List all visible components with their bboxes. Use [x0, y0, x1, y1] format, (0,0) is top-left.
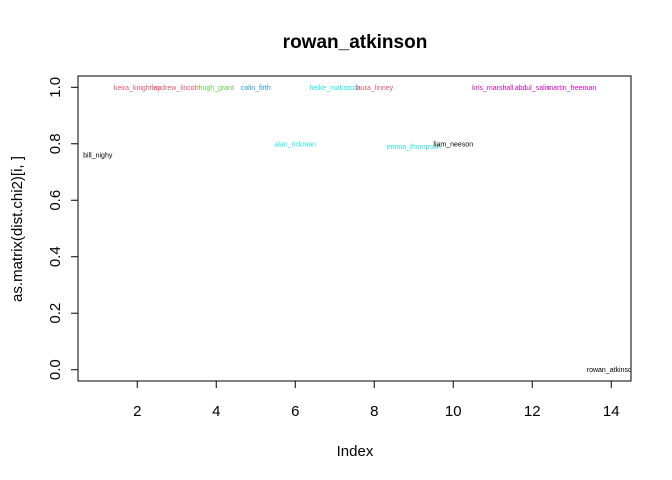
x-axis-label: Index — [337, 443, 374, 460]
x-tick-label: 2 — [133, 403, 141, 420]
data-point-label: bill_nighy — [83, 153, 113, 160]
x-tick-label: 4 — [212, 403, 220, 420]
data-point-label: alan_rickman — [274, 141, 316, 148]
x-tick-label: 8 — [370, 403, 378, 420]
data-point-label: emma_thompson — [387, 144, 441, 151]
x-tick-label: 14 — [603, 403, 620, 420]
y-tick-label: 0.4 — [47, 246, 64, 267]
data-point-label: heike_makatsch — [309, 85, 360, 92]
chart-title: rowan_atkinson — [283, 32, 428, 53]
data-point-label: liam_neeson — [433, 141, 473, 148]
y-tick-label: 0.6 — [47, 190, 64, 211]
y-tick-label: 1.0 — [47, 77, 64, 98]
data-point-label: keira_knightley — [114, 85, 161, 92]
y-tick-label: 0.2 — [47, 303, 64, 324]
data-point-label: andrew_lincoln — [153, 85, 200, 92]
data-point-label: rowan_atkinson — [587, 367, 636, 374]
data-point-label: laura_linney — [355, 85, 393, 92]
x-axis: 2 4 6 8 10 12 14 — [133, 380, 620, 420]
data-point-label: abdul_salis — [515, 85, 551, 92]
point-labels: bill_nighykeira_knightleyandrew_lincolnh… — [83, 85, 636, 374]
x-tick-label: 6 — [291, 403, 299, 420]
data-point-label: martin_freeman — [547, 85, 596, 92]
data-point-label: hugh_grant — [199, 85, 234, 92]
x-tick-label: 10 — [445, 403, 462, 420]
y-tick-label: 0.8 — [47, 133, 64, 154]
y-axis: 0.0 0.2 0.4 0.6 0.8 1.0 — [47, 77, 79, 380]
x-tick-label: 12 — [524, 403, 541, 420]
y-tick-label: 0.0 — [47, 359, 64, 380]
data-point-label: kris_marshall — [472, 85, 514, 92]
data-point-label: colin_firth — [241, 85, 271, 92]
y-axis-label: as.matrix(dist.chi2)[i, ] — [9, 156, 26, 302]
